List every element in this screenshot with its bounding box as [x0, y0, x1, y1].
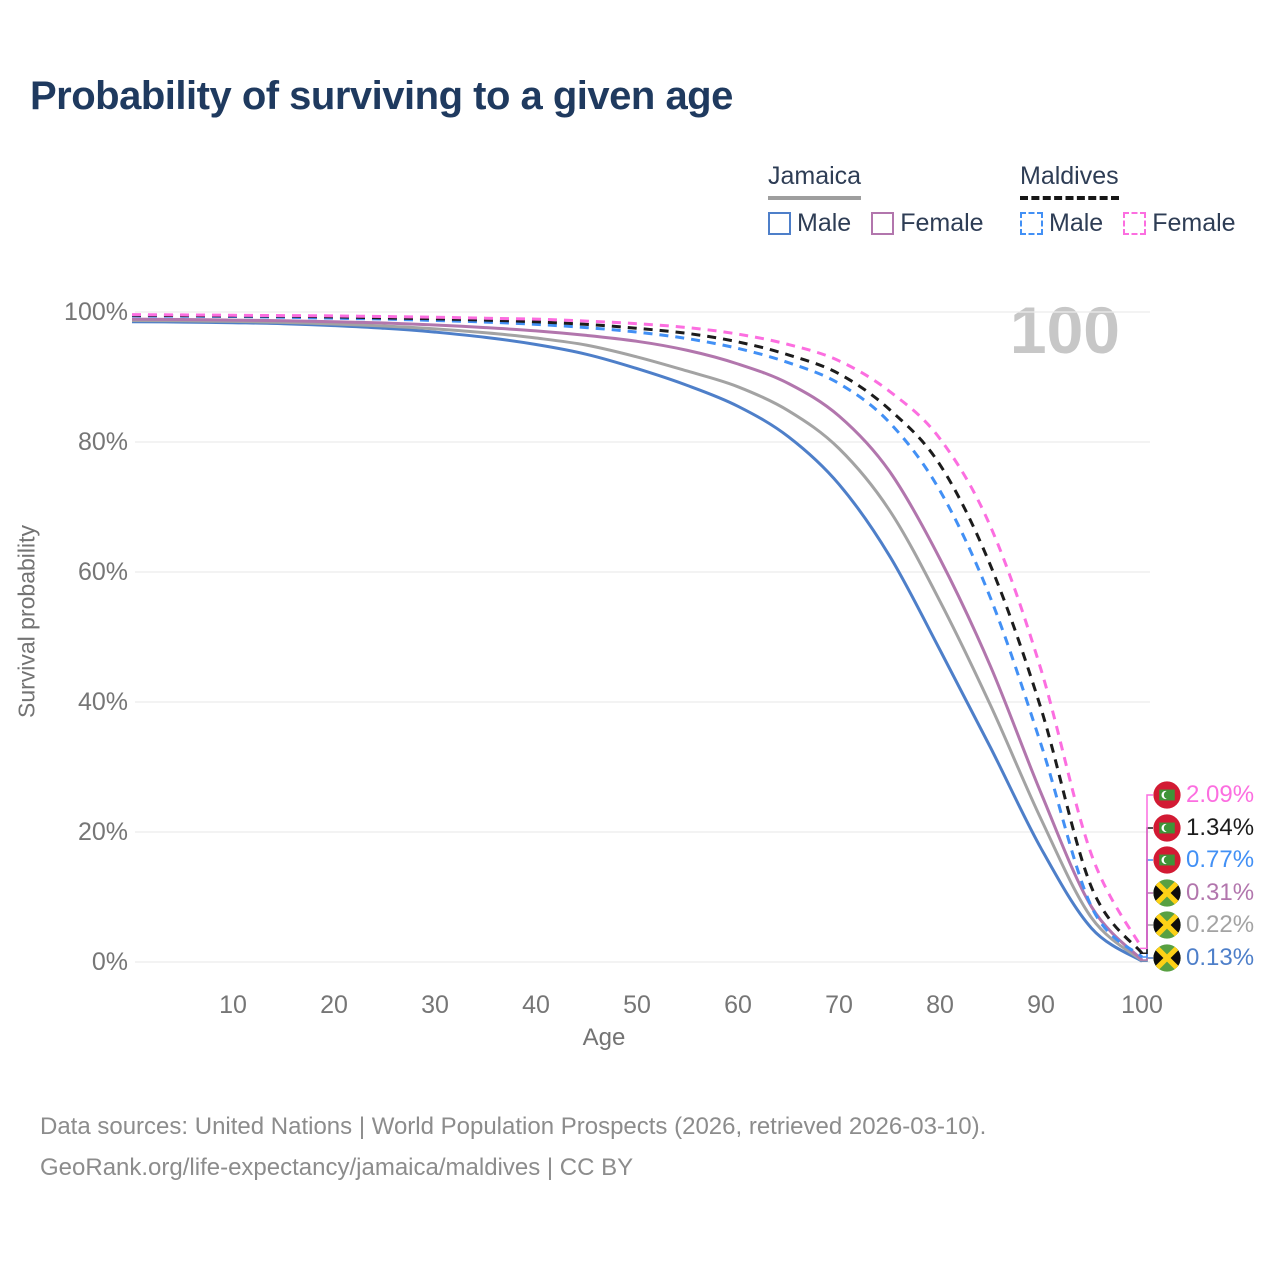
maldives-flag-icon [1153, 846, 1181, 874]
x-tick-label: 80 [926, 991, 954, 1019]
maldives-female-curve[interactable] [131, 313, 1144, 950]
footer: Data sources: United Nations | World Pop… [40, 1106, 986, 1188]
legend-group-jamaica: Jamaica Male Female [768, 162, 984, 238]
end-value: 0.13% [1186, 944, 1255, 971]
legend-item-jamaica-male[interactable]: Male [768, 209, 851, 238]
legend-item-maldives-male[interactable]: Male [1020, 209, 1103, 238]
jamaica-flag-icon [1153, 911, 1181, 939]
maldives-curve[interactable] [131, 313, 1144, 955]
y-tick-label: 60% [78, 558, 128, 586]
maldives-end-label: 1.34% [1153, 811, 1254, 845]
end-value: 0.22% [1186, 911, 1255, 938]
maldives-flag-icon [1153, 781, 1181, 809]
y-tick-label: 0% [92, 948, 128, 976]
end-value: 2.09% [1186, 781, 1255, 808]
jamaica-curve[interactable] [131, 319, 1143, 962]
y-tick-label: 100% [64, 298, 128, 326]
jamaica-male-end-label: 0.13% [1153, 941, 1254, 975]
footer-attribution-link: GeoRank.org/life-expectancy/jamaica/mald… [40, 1154, 634, 1181]
legend-swatch [871, 212, 895, 235]
x-tick-label: 70 [825, 991, 853, 1019]
jamaica-male-curve[interactable] [131, 320, 1143, 963]
jamaica-end-label: 0.22% [1153, 908, 1254, 942]
legend-item-label: Female [900, 209, 984, 237]
jamaica-flag-icon [1153, 944, 1181, 972]
legend-swatch [1123, 212, 1147, 235]
end-value: 1.34% [1186, 814, 1255, 841]
jamaica-female-end-label: 0.31% [1153, 876, 1254, 910]
x-tick-label: 40 [522, 991, 550, 1019]
x-tick-label: 90 [1027, 991, 1055, 1019]
maldives-female-end-label: 2.09% [1153, 778, 1254, 812]
footer-data-sources: Data sources: United Nations | World Pop… [40, 1113, 987, 1140]
legend-group-title: Jamaica [768, 162, 862, 200]
legend-item-label: Female [1152, 209, 1236, 237]
x-tick-label: 60 [724, 991, 752, 1019]
x-tick-label: 20 [320, 991, 348, 1019]
x-axis-title: Age [582, 1024, 626, 1051]
y-tick-label: 80% [78, 428, 128, 456]
legend-group-maldives: Maldives Male Female [1020, 162, 1236, 238]
end-value: 0.77% [1186, 846, 1255, 873]
jamaica-female-curve[interactable] [131, 317, 1144, 962]
legend-item-label: Male [1049, 209, 1104, 237]
x-tick-label: 30 [421, 991, 449, 1019]
legend: Jamaica Male Female Maldives Male Female [0, 0, 1280, 260]
legend-group-title: Maldives [1020, 162, 1119, 200]
jamaica-flag-icon [1153, 879, 1181, 907]
y-tick-label: 40% [78, 688, 128, 716]
x-tick-label: 50 [623, 991, 651, 1019]
maldives-flag-icon [1153, 814, 1181, 842]
legend-item-maldives-female[interactable]: Female [1123, 209, 1236, 238]
x-tick-label: 100 [1121, 991, 1163, 1019]
y-tick-label: 20% [78, 818, 128, 846]
age-watermark: 100 [1009, 293, 1120, 367]
end-value: 0.31% [1186, 879, 1255, 906]
page-title: Probability of surviving to a given age [30, 74, 733, 118]
legend-item-label: Male [797, 209, 852, 237]
end-label-connector [1140, 794, 1153, 950]
legend-swatch [768, 212, 791, 235]
legend-item-jamaica-female[interactable]: Female [871, 209, 984, 238]
maldives-male-curve[interactable] [131, 314, 1144, 959]
legend-swatch [1020, 212, 1043, 235]
y-axis-title: Survival probability [13, 524, 40, 719]
x-tick-label: 10 [219, 991, 247, 1019]
maldives-male-end-label: 0.77% [1153, 843, 1254, 877]
